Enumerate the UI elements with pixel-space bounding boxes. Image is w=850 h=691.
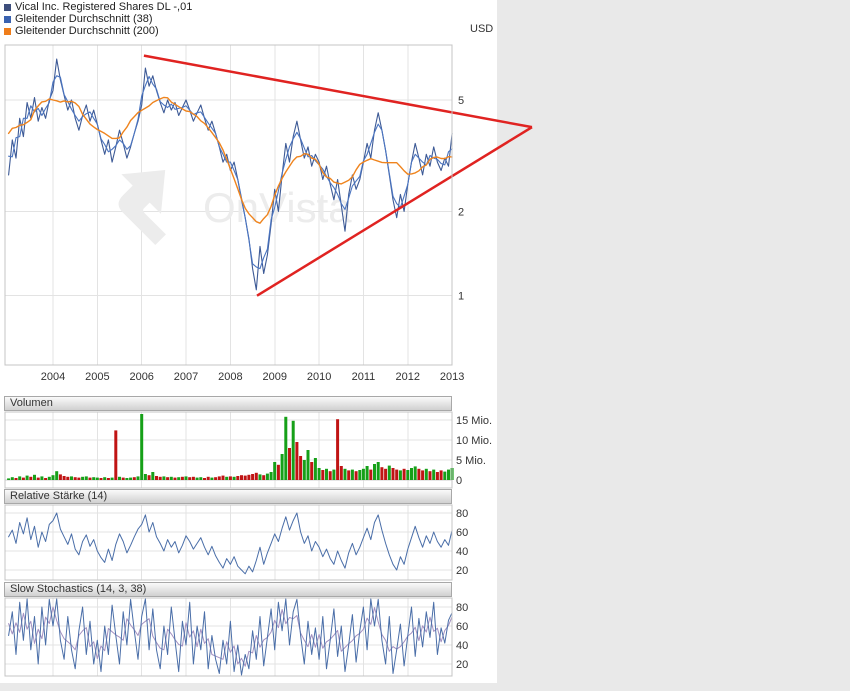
legend-item-ma38-label: Gleitender Durchschnitt (38) bbox=[15, 13, 153, 25]
volume-panel-header: Volumen bbox=[4, 396, 452, 411]
rsi-panel-title: Relative Stärke (14) bbox=[10, 490, 108, 502]
legend-item-ma200: Gleitender Durchschnitt (200) bbox=[4, 25, 192, 37]
ma38-series-swatch bbox=[4, 15, 11, 23]
legend-item-price-label: Vical Inc. Registered Shares DL -,01 bbox=[15, 1, 193, 13]
stochastics-panel-header: Slow Stochastics (14, 3, 38) bbox=[4, 582, 452, 597]
chart-image-background bbox=[0, 0, 497, 683]
legend-item-ma200-label: Gleitender Durchschnitt (200) bbox=[15, 25, 159, 37]
currency-unit-label: USD bbox=[470, 23, 494, 35]
stochastics-panel-title: Slow Stochastics (14, 3, 38) bbox=[10, 583, 147, 595]
volume-panel-title: Volumen bbox=[10, 397, 53, 409]
rsi-panel-header: Relative Stärke (14) bbox=[4, 489, 452, 504]
legend-item-price: Vical Inc. Registered Shares DL -,01 bbox=[4, 1, 192, 13]
price-series-swatch bbox=[4, 3, 11, 11]
legend-item-ma38: Gleitender Durchschnitt (38) bbox=[4, 13, 192, 25]
chart-legend: Vical Inc. Registered Shares DL -,01 Gle… bbox=[4, 1, 192, 37]
ma200-series-swatch bbox=[4, 27, 11, 35]
